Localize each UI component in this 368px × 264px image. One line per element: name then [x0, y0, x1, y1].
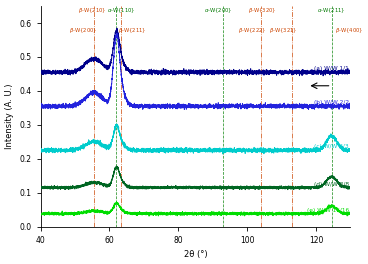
Text: (a) W/W 1/1: (a) W/W 1/1	[314, 66, 349, 71]
Text: $\alpha$-W{211}: $\alpha$-W{211}	[317, 6, 346, 15]
Text: $\alpha$-W{200}: $\alpha$-W{200}	[204, 6, 232, 15]
Text: $\beta$-W{211}: $\beta$-W{211}	[118, 26, 146, 35]
Text: $\beta$-W{320}: $\beta$-W{320}	[248, 6, 277, 15]
Text: (c) W/W 3/3: (c) W/W 3/3	[314, 144, 349, 149]
Text: $\beta$-W{200}: $\beta$-W{200}	[70, 26, 98, 35]
Y-axis label: Intensity (A. U.): Intensity (A. U.)	[5, 83, 14, 149]
Text: $\alpha$-W{110}: $\alpha$-W{110}	[107, 6, 136, 15]
Text: (b) W/W 2/2: (b) W/W 2/2	[314, 100, 349, 105]
X-axis label: 2θ (°): 2θ (°)	[184, 250, 207, 259]
Text: $\beta$-W{400}: $\beta$-W{400}	[335, 26, 363, 35]
Text: (e) W/W 16/16: (e) W/W 16/16	[307, 208, 349, 213]
Text: $\beta$-W{321}: $\beta$-W{321}	[269, 26, 298, 35]
Text: $\beta$-W{210}: $\beta$-W{210}	[78, 6, 106, 15]
Text: $\beta$-W{222}: $\beta$-W{222}	[238, 26, 266, 35]
Text: (d) W/W 8/8: (d) W/W 8/8	[314, 182, 349, 187]
